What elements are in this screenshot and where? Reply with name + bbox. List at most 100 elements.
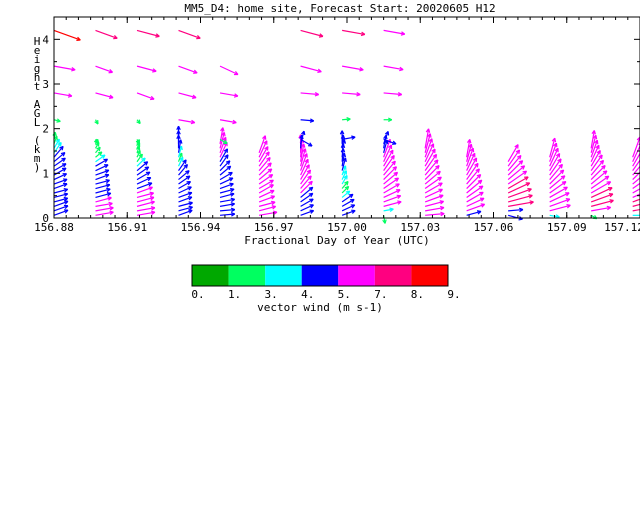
- wind-vector: [219, 171, 233, 181]
- wind-vector: [178, 92, 197, 99]
- x-tick-label: 156.94: [181, 221, 221, 234]
- wind-vector: [178, 119, 196, 125]
- x-tick-label: 157.09: [547, 221, 587, 234]
- wind-vector: [178, 29, 201, 40]
- wind-vector: [258, 156, 271, 172]
- wind-vector: [53, 209, 69, 216]
- wind-vector: [466, 191, 484, 203]
- wind-vector: [424, 138, 433, 158]
- wind-vector: [424, 188, 443, 198]
- wind-vector: [219, 92, 239, 98]
- wind-vector: [258, 179, 274, 190]
- y-axis-label-char: (: [34, 134, 41, 147]
- colorbar: 0. 1. 3. 4. 5. 7. 8. 9.: [191, 264, 461, 301]
- wind-vector: [549, 153, 561, 171]
- wind-vector: [590, 139, 599, 158]
- wind-vector: [590, 149, 601, 167]
- wind-vector: [590, 181, 612, 194]
- wind-vector: [383, 177, 400, 190]
- wind-vector: [342, 135, 356, 140]
- y-tick-label: 0: [42, 212, 49, 225]
- wind-vector: [342, 65, 364, 72]
- wind-vector: [95, 164, 109, 172]
- wind-vector: [466, 203, 486, 212]
- wind-vector: [300, 148, 307, 167]
- colorbar-tick-label: 3.: [265, 288, 278, 301]
- wind-vector: [383, 189, 401, 198]
- wind-vector: [136, 161, 149, 172]
- wind-vector: [53, 65, 76, 72]
- wind-vector: [549, 198, 571, 207]
- wind-vector: [258, 173, 274, 185]
- wind-vector: [300, 175, 312, 189]
- wind-vector: [300, 186, 314, 198]
- wind-vectors: [52, 29, 640, 224]
- wind-vector: [632, 188, 640, 194]
- wind-vector: [219, 182, 234, 190]
- wind-vector: [507, 160, 524, 176]
- wind-vector: [53, 196, 69, 203]
- wind-vector: [136, 166, 150, 176]
- wind-vector: [424, 170, 441, 185]
- wind-vector: [95, 206, 114, 212]
- wind-vector: [507, 170, 528, 185]
- wind-vector: [632, 182, 640, 190]
- x-tick-label: 157.00: [327, 221, 367, 234]
- wind-vector: [549, 203, 571, 212]
- wind-vector: [219, 65, 239, 76]
- wind-vector: [342, 29, 366, 37]
- wind-vector: [219, 165, 232, 176]
- wind-vector: [383, 194, 402, 203]
- x-tick-label: 157.03: [400, 221, 440, 234]
- wind-vector: [632, 159, 640, 171]
- y-axis-label-char: i: [34, 53, 41, 66]
- wind-vector: [219, 177, 234, 185]
- wind-vector: [219, 127, 225, 144]
- wind-vector: [383, 149, 394, 167]
- wind-vector: [300, 91, 319, 97]
- wind-vector: [136, 186, 153, 194]
- wind-vector: [300, 198, 314, 207]
- wind-vector: [95, 192, 112, 199]
- wind-vector: [549, 181, 567, 194]
- wind-vector: [632, 171, 640, 181]
- wind-vector: [53, 182, 68, 190]
- colorbar-tick-label: 1.: [228, 288, 241, 301]
- wind-vector: [341, 180, 349, 189]
- wind-vector: [219, 212, 236, 217]
- wind-vector: [178, 65, 198, 74]
- wind-vector: [591, 205, 612, 212]
- colorbar-tick-label: 0.: [191, 288, 204, 301]
- wind-vector: [136, 210, 156, 216]
- wind-vector: [590, 144, 600, 162]
- wind-vector: [424, 194, 444, 203]
- wind-vector: [383, 207, 394, 212]
- wind-vector: [632, 208, 640, 212]
- x-tick-label: 157.06: [474, 221, 514, 234]
- wind-vector: [383, 154, 395, 171]
- wind-vector: [300, 204, 314, 212]
- wind-vector: [53, 145, 64, 158]
- wind-vector: [466, 147, 475, 167]
- wind-vector: [590, 130, 596, 149]
- wind-vector: [424, 153, 438, 171]
- wind-vector: [53, 187, 69, 194]
- wind-vector: [95, 173, 110, 181]
- wind-vector: [95, 146, 101, 154]
- wind-vector: [178, 186, 192, 194]
- wind-vector: [508, 207, 524, 213]
- wind-vector: [95, 158, 109, 167]
- x-tick-label: 157.12: [604, 221, 640, 234]
- wind-vector: [219, 136, 227, 153]
- y-axis-label-char: ): [34, 161, 41, 174]
- wind-vector: [136, 157, 146, 167]
- wind-vector: [136, 171, 151, 181]
- wind-vector: [341, 185, 350, 194]
- wind-vector: [466, 197, 485, 207]
- x-tick-label: 156.88: [34, 221, 74, 234]
- wind-vector: [341, 209, 356, 216]
- wind-vector: [300, 29, 324, 38]
- wind-vector: [95, 154, 106, 163]
- wind-vector: [53, 173, 68, 181]
